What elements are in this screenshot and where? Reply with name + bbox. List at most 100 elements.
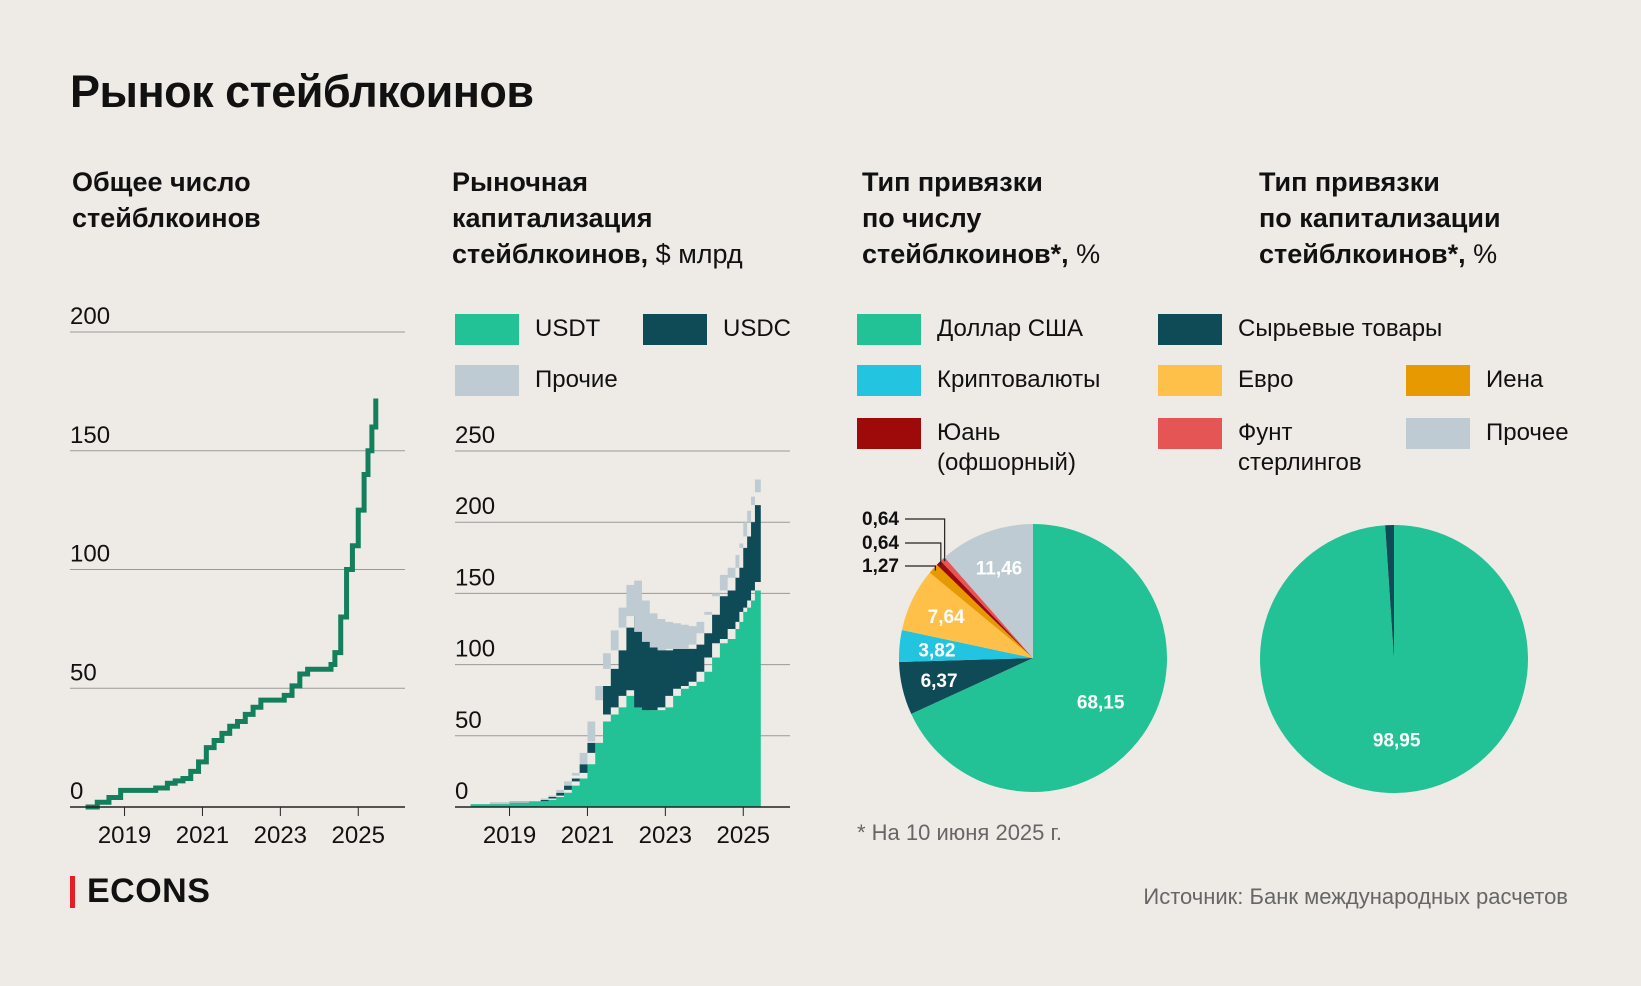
legend-usdc: USDC [643,314,791,345]
logo-bar [70,875,75,908]
cap-title-unit: $ млрд [648,239,743,269]
legend-yen: Иена [1406,365,1543,396]
pie1-leader-line [905,565,937,571]
legend-yen-swatch [1406,365,1470,396]
count-chart-title: Общее число стейблкоинов [72,164,261,236]
legend-yuan-label: Юань [937,419,1001,446]
pie1-title: Тип привязки по числу стейблкоинов*, % [862,164,1100,272]
legend-gbp: Фунт стерлингов [1158,418,1362,478]
pie1-title-line-3: стейблкоинов*, [862,239,1069,269]
cap-y-tick-label: 100 [455,636,495,663]
legend-other: Прочее [1406,418,1569,449]
pie1-slice [936,560,1033,658]
logo-text: ECONS [87,872,211,910]
cap-title-line-1: Рыночная [452,167,588,197]
pie1-slice-label: 3,82 [918,640,955,661]
pie1-slice-label: 6,37 [921,671,958,692]
pie1-title-line-1: Тип привязки [862,167,1043,197]
legend-other-label: Прочее [1486,419,1569,446]
pie1-slice-label: 11,46 [976,559,1023,580]
pie2-title-line-1: Тип привязки [1259,167,1440,197]
legend-yuan-swatch [857,418,921,449]
pie1-leader-line [905,542,942,565]
legend-usd-label: Доллар США [937,315,1084,342]
count-y-tick-label: 50 [70,659,97,686]
legend-gbp-label: Фунт [1238,419,1293,446]
legend-euro-label: Евро [1238,366,1294,393]
count-series-line [85,398,379,810]
cap-x-tick-label: 2025 [717,822,770,849]
cap-y-tick-label: 150 [455,564,495,591]
legend-others-swatch [455,365,519,396]
pie2-slice-label: 98,95 [1373,730,1421,751]
pie1-title-unit: % [1068,239,1101,269]
count-x-tick-label: 2019 [98,822,151,849]
legend-yen-label: Иена [1486,366,1544,393]
legend-crypto-swatch [857,365,921,396]
pie1-slice-label: 0,64 [862,509,899,530]
pie2-title-line-3: стейблкоинов*, [1259,239,1466,269]
legend-crypto-label: Криптовалюты [937,366,1101,393]
legend-commodity-label: Сырьевые товары [1238,315,1443,342]
legend-usdc-label: USDC [723,315,792,342]
cap-area-usdt [470,582,761,807]
legend-others-label: Прочие [535,366,618,393]
cap-area-usdc [470,492,761,805]
pie2-title-unit: % [1465,239,1498,269]
pie1-slice [940,557,1033,658]
legend-usd: Доллар США [857,314,1083,345]
legend-yuan-label-2: (офшорный) [937,449,1076,476]
cap-title-line-2: капитализация [452,203,653,233]
pie2-title: Тип привязки по капитализации стейблкоин… [1259,164,1501,272]
legend-usdt: USDT [455,314,600,345]
legend-euro: Евро [1158,365,1293,396]
legend-crypto: Криптовалюты [857,365,1100,396]
pie1-slice [944,524,1033,658]
legend-yuan: Юань (офшорный) [857,418,1076,478]
pie1-slice [929,564,1033,658]
count-x-tick-label: 2023 [254,822,307,849]
legend-usdt-swatch [455,314,519,345]
cap-area-прочие [470,466,761,805]
cap-chart-title: Рыночная капитализация стейблкоинов, $ м… [452,164,743,272]
pie2-slice [1259,525,1528,793]
econs-logo: ECONS [70,872,210,911]
count-title-line-1: Общее число [72,167,251,197]
pie1-slice-label: 68,15 [1077,692,1125,713]
legend-commodity-swatch [1158,314,1222,345]
pie1-slice [899,630,1033,662]
cap-y-tick-label: 50 [455,707,482,734]
pie2-title-line-2: по капитализации [1259,203,1501,233]
pie2-slice [1385,525,1394,659]
cap-y-tick-label: 200 [455,493,495,520]
pie1-slice-label: 7,64 [928,607,965,628]
main-title: Рынок стейблкоинов [70,66,534,117]
legend-other-swatch [1406,418,1470,449]
pie1-slice [911,524,1167,792]
legend-usd-swatch [857,314,921,345]
count-title-line-2: стейблкоинов [72,203,261,233]
pie1-slice-label: 0,64 [862,533,899,554]
cap-y-tick-label: 0 [455,778,468,805]
legend-euro-swatch [1158,365,1222,396]
pie1-slice [901,572,1033,658]
legend-usdt-label: USDT [535,315,601,342]
count-x-tick-label: 2021 [176,822,229,849]
cap-x-tick-label: 2021 [561,822,614,849]
footnote: * На 10 июня 2025 г. [857,820,1062,845]
cap-x-tick-label: 2023 [639,822,692,849]
legend-commodity: Сырьевые товары [1158,314,1442,345]
legend-gbp-swatch [1158,418,1222,449]
count-y-tick-label: 150 [70,422,110,449]
cap-title-line-3: стейблкоинов, [452,239,649,269]
count-x-tick-label: 2025 [332,822,385,849]
count-y-tick-label: 200 [70,303,110,330]
count-y-tick-label: 100 [70,541,110,568]
pie1-slice-label: 1,27 [862,556,899,577]
legend-gbp-label-2: стерлингов [1238,449,1362,476]
source-note: Источник: Банк международных расчетов [1143,884,1568,909]
pie1-leader-line [905,518,946,562]
cap-x-tick-label: 2019 [483,822,536,849]
count-y-tick-label: 0 [70,778,83,805]
